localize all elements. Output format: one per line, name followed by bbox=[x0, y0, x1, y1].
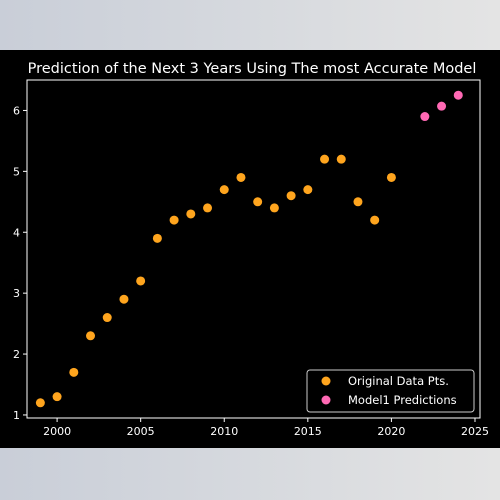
y-tick-label: 5 bbox=[13, 165, 20, 178]
original-data-point bbox=[303, 185, 313, 195]
y-axis: 1 2 3 4 5 6 bbox=[13, 104, 27, 422]
x-tick-label: 2005 bbox=[127, 425, 155, 438]
original-data-point bbox=[69, 367, 79, 377]
original-data-point bbox=[136, 276, 146, 286]
x-tick-label: 2025 bbox=[461, 425, 489, 438]
plot-area bbox=[26, 79, 481, 419]
original-data-point bbox=[269, 203, 279, 213]
x-tick-label: 2020 bbox=[377, 425, 405, 438]
original-data-point bbox=[320, 154, 330, 164]
prediction-point bbox=[420, 112, 430, 122]
original-data-point bbox=[286, 191, 296, 201]
chart-figure: Prediction of the Next 3 Years Using The… bbox=[0, 50, 500, 448]
y-tick-label: 6 bbox=[13, 104, 20, 117]
original-data-point bbox=[219, 185, 229, 195]
legend-marker-original bbox=[321, 376, 331, 386]
prediction-point bbox=[453, 90, 463, 100]
original-data-point bbox=[52, 392, 62, 402]
original-data-point bbox=[86, 331, 96, 341]
original-data-point bbox=[186, 209, 196, 219]
original-data-point bbox=[203, 203, 213, 213]
x-tick-label: 2010 bbox=[210, 425, 238, 438]
original-data-point bbox=[353, 197, 363, 207]
prediction-point bbox=[437, 101, 447, 111]
y-tick-label: 4 bbox=[13, 226, 20, 239]
original-data-point bbox=[119, 294, 129, 304]
original-data-point bbox=[386, 172, 396, 182]
original-data-point bbox=[102, 313, 112, 323]
original-data-point bbox=[370, 215, 380, 225]
x-tick-label: 2015 bbox=[294, 425, 322, 438]
y-tick-label: 3 bbox=[13, 287, 20, 300]
legend: Original Data Pts. Model1 Predictions bbox=[306, 369, 475, 413]
scatter-chart: Prediction of the Next 3 Years Using The… bbox=[13, 61, 489, 438]
chart-title: Prediction of the Next 3 Years Using The… bbox=[28, 61, 477, 77]
original-data-point bbox=[35, 398, 45, 408]
legend-label-predictions: Model1 Predictions bbox=[348, 393, 457, 407]
legend-marker-predictions bbox=[321, 395, 331, 405]
data-points bbox=[35, 90, 463, 408]
original-data-point bbox=[152, 233, 162, 243]
x-tick-label: 2000 bbox=[43, 425, 71, 438]
x-axis: 2000 2005 2010 2015 2020 2025 bbox=[43, 418, 489, 438]
original-data-point bbox=[236, 172, 246, 182]
legend-box bbox=[306, 369, 475, 413]
y-tick-label: 1 bbox=[13, 409, 20, 422]
original-data-point bbox=[336, 154, 346, 164]
original-data-point bbox=[169, 215, 179, 225]
y-tick-label: 2 bbox=[13, 348, 20, 361]
original-data-point bbox=[253, 197, 263, 207]
legend-label-original: Original Data Pts. bbox=[348, 374, 449, 388]
